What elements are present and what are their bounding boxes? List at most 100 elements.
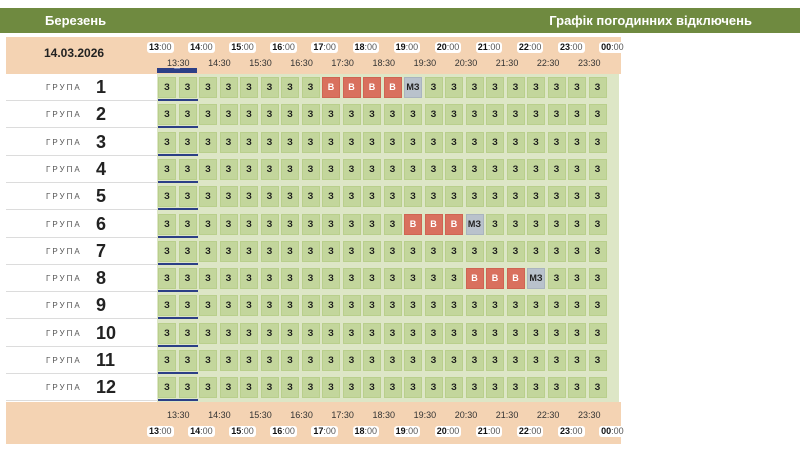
schedule-cell[interactable]: МЗ xyxy=(465,213,484,235)
schedule-cell[interactable]: З xyxy=(240,295,258,317)
schedule-cell[interactable]: З xyxy=(281,77,299,98)
schedule-cell[interactable]: З xyxy=(342,377,361,399)
schedule-cell[interactable]: З xyxy=(301,322,320,344)
schedule-cell[interactable]: З xyxy=(342,350,361,371)
schedule-cell[interactable]: З xyxy=(404,322,422,344)
schedule-cell[interactable]: З xyxy=(219,213,238,235)
schedule-cell[interactable]: З xyxy=(445,131,463,153)
schedule-cell[interactable]: З xyxy=(588,322,607,344)
schedule-cell[interactable]: З xyxy=(465,377,484,399)
schedule-cell[interactable]: З xyxy=(199,240,217,262)
schedule-cell[interactable]: З xyxy=(199,104,217,126)
schedule-cell[interactable]: З xyxy=(424,131,443,153)
schedule-cell[interactable]: З xyxy=(506,295,525,317)
schedule-cell[interactable]: З xyxy=(260,104,279,126)
schedule-cell[interactable]: З xyxy=(301,131,320,153)
schedule-cell[interactable]: З xyxy=(199,295,217,317)
schedule-cell[interactable]: З xyxy=(506,350,525,371)
schedule-cell[interactable]: З xyxy=(486,104,504,126)
schedule-cell[interactable]: З xyxy=(404,104,422,126)
schedule-cell[interactable]: З xyxy=(178,240,197,262)
schedule-cell[interactable]: З xyxy=(465,240,484,262)
schedule-cell[interactable]: З xyxy=(158,186,176,208)
schedule-cell[interactable]: З xyxy=(506,213,525,235)
schedule-cell[interactable]: З xyxy=(383,350,402,371)
schedule-cell[interactable]: З xyxy=(178,158,197,180)
schedule-cell[interactable]: З xyxy=(199,377,217,399)
schedule-cell[interactable]: З xyxy=(527,131,545,153)
schedule-cell[interactable]: З xyxy=(588,268,607,290)
schedule-cell[interactable]: В xyxy=(506,268,525,290)
schedule-cell[interactable]: З xyxy=(260,377,279,399)
schedule-cell[interactable]: З xyxy=(260,322,279,344)
schedule-cell[interactable]: З xyxy=(363,104,381,126)
schedule-cell[interactable]: З xyxy=(240,186,258,208)
schedule-cell[interactable]: З xyxy=(547,268,566,290)
schedule-cell[interactable]: В xyxy=(342,77,361,98)
schedule-cell[interactable]: З xyxy=(219,295,238,317)
schedule-cell[interactable]: З xyxy=(363,295,381,317)
schedule-cell[interactable]: З xyxy=(588,377,607,399)
schedule-cell[interactable]: З xyxy=(527,77,545,98)
schedule-cell[interactable]: З xyxy=(404,240,422,262)
schedule-cell[interactable]: З xyxy=(260,213,279,235)
schedule-cell[interactable]: З xyxy=(568,377,586,399)
schedule-cell[interactable]: З xyxy=(568,350,586,371)
schedule-cell[interactable]: З xyxy=(527,104,545,126)
schedule-cell[interactable]: З xyxy=(301,377,320,399)
schedule-cell[interactable]: З xyxy=(465,322,484,344)
schedule-cell[interactable]: З xyxy=(199,213,217,235)
schedule-cell[interactable]: З xyxy=(568,268,586,290)
schedule-cell[interactable]: З xyxy=(445,377,463,399)
schedule-cell[interactable]: З xyxy=(178,322,197,344)
schedule-cell[interactable]: З xyxy=(322,268,340,290)
schedule-cell[interactable]: З xyxy=(383,322,402,344)
schedule-cell[interactable]: З xyxy=(568,131,586,153)
schedule-cell[interactable]: З xyxy=(158,350,176,371)
schedule-cell[interactable]: З xyxy=(506,186,525,208)
schedule-cell[interactable]: З xyxy=(322,131,340,153)
schedule-cell[interactable]: З xyxy=(240,240,258,262)
schedule-cell[interactable]: З xyxy=(240,158,258,180)
schedule-cell[interactable]: З xyxy=(486,213,504,235)
schedule-cell[interactable]: З xyxy=(547,213,566,235)
schedule-cell[interactable]: З xyxy=(568,77,586,98)
schedule-cell[interactable]: З xyxy=(178,77,197,98)
schedule-cell[interactable]: З xyxy=(445,158,463,180)
schedule-cell[interactable]: З xyxy=(383,268,402,290)
schedule-cell[interactable]: З xyxy=(465,104,484,126)
schedule-cell[interactable]: З xyxy=(568,104,586,126)
schedule-cell[interactable]: З xyxy=(240,350,258,371)
schedule-cell[interactable]: З xyxy=(199,322,217,344)
schedule-cell[interactable]: З xyxy=(158,104,176,126)
schedule-cell[interactable]: З xyxy=(383,104,402,126)
schedule-cell[interactable]: З xyxy=(342,295,361,317)
schedule-cell[interactable]: З xyxy=(260,131,279,153)
schedule-cell[interactable]: З xyxy=(383,158,402,180)
schedule-cell[interactable]: З xyxy=(588,213,607,235)
schedule-cell[interactable]: З xyxy=(363,268,381,290)
schedule-cell[interactable]: З xyxy=(527,240,545,262)
schedule-cell[interactable]: В xyxy=(363,77,381,98)
schedule-cell[interactable]: З xyxy=(404,186,422,208)
schedule-cell[interactable]: З xyxy=(260,158,279,180)
schedule-cell[interactable]: З xyxy=(219,350,238,371)
schedule-cell[interactable]: З xyxy=(322,350,340,371)
schedule-cell[interactable]: З xyxy=(588,131,607,153)
schedule-cell[interactable]: З xyxy=(383,240,402,262)
schedule-cell[interactable]: З xyxy=(281,268,299,290)
schedule-cell[interactable]: З xyxy=(260,295,279,317)
schedule-cell[interactable]: З xyxy=(547,322,566,344)
schedule-cell[interactable]: З xyxy=(260,77,279,98)
schedule-cell[interactable]: З xyxy=(363,186,381,208)
schedule-cell[interactable]: З xyxy=(424,104,443,126)
schedule-cell[interactable]: З xyxy=(568,186,586,208)
schedule-cell[interactable]: З xyxy=(199,350,217,371)
schedule-cell[interactable]: З xyxy=(383,131,402,153)
schedule-cell[interactable]: З xyxy=(240,131,258,153)
schedule-cell[interactable]: З xyxy=(240,77,258,98)
schedule-cell[interactable]: З xyxy=(568,240,586,262)
schedule-cell[interactable]: З xyxy=(465,186,484,208)
schedule-cell[interactable]: З xyxy=(301,350,320,371)
schedule-cell[interactable]: З xyxy=(465,131,484,153)
